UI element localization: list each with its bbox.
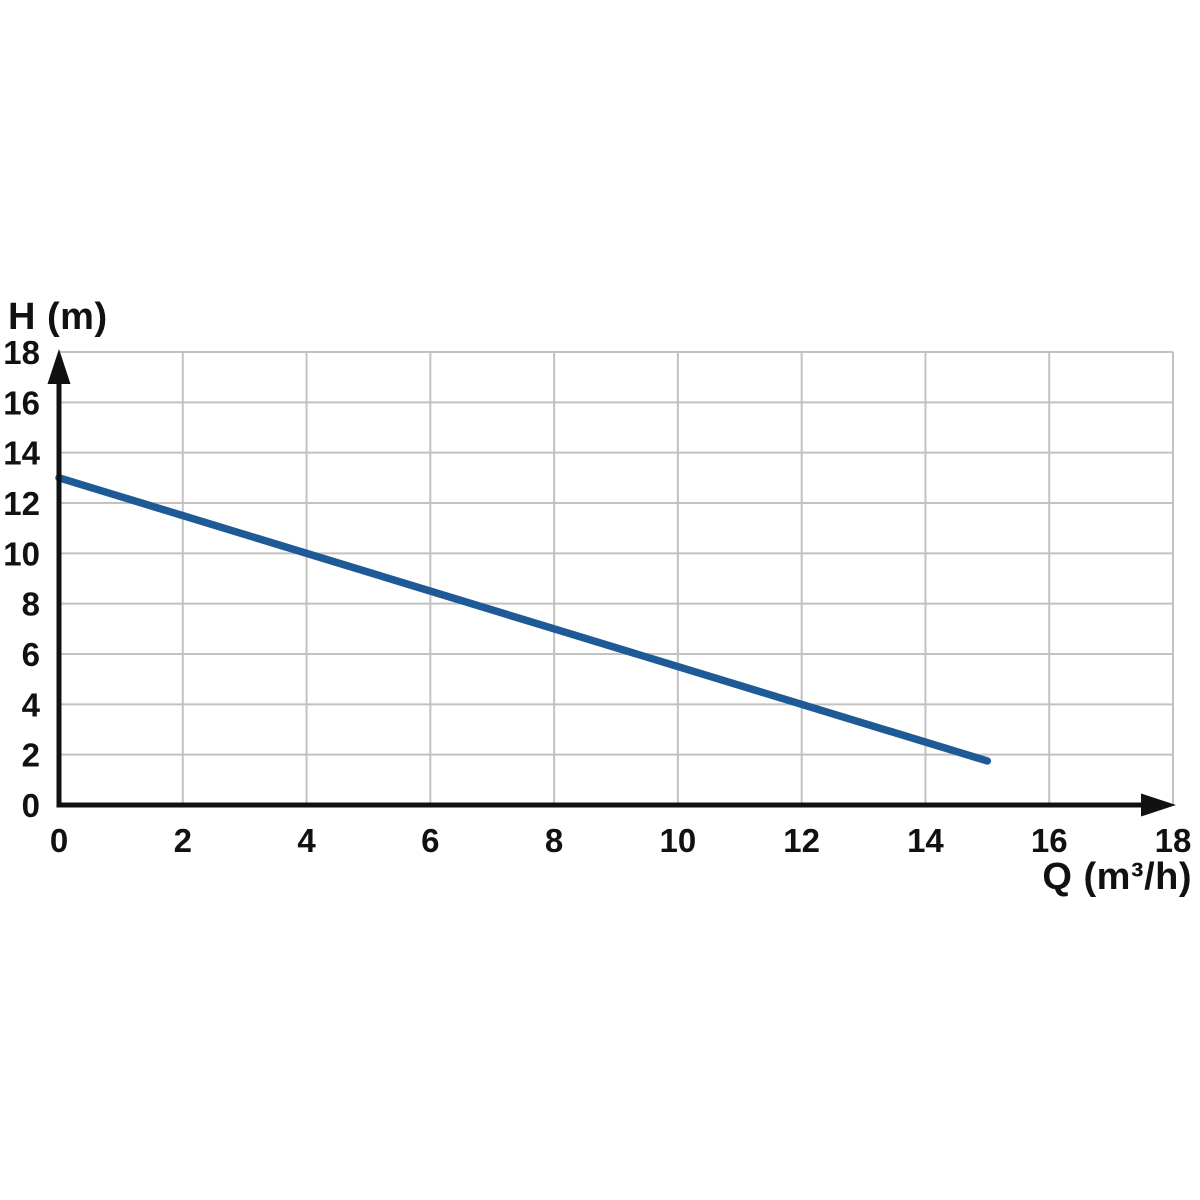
pump-head-curve <box>55 474 992 765</box>
x-axis-title: Q (m³/h) <box>1042 856 1192 898</box>
y-tick-label: 18 <box>3 334 40 371</box>
y-tick-label: 6 <box>22 636 40 673</box>
x-tick-label: 18 <box>1155 822 1192 859</box>
x-tick-label: 4 <box>297 822 316 859</box>
x-tick-label: 8 <box>545 822 563 859</box>
x-tick-label: 0 <box>50 822 68 859</box>
y-tick-label: 10 <box>3 535 40 572</box>
x-tick-label: 2 <box>174 822 192 859</box>
x-tick-label: 10 <box>660 822 697 859</box>
y-tick-label: 0 <box>22 787 40 824</box>
y-tick-label: 4 <box>22 686 41 723</box>
y-tick-label: 14 <box>3 435 40 472</box>
y-axis-arrow <box>47 349 71 384</box>
y-tick-label: 16 <box>3 384 40 421</box>
x-axis-arrow <box>1141 793 1176 817</box>
y-tick-label: 2 <box>22 737 40 774</box>
x-tick-label: 14 <box>907 822 944 859</box>
y-tick-label: 8 <box>22 586 40 623</box>
y-axis-title: H (m) <box>8 296 108 338</box>
y-tick-label: 12 <box>3 485 40 522</box>
x-tick-label: 16 <box>1031 822 1068 859</box>
x-tick-label: 6 <box>421 822 439 859</box>
x-tick-label: 12 <box>783 822 820 859</box>
